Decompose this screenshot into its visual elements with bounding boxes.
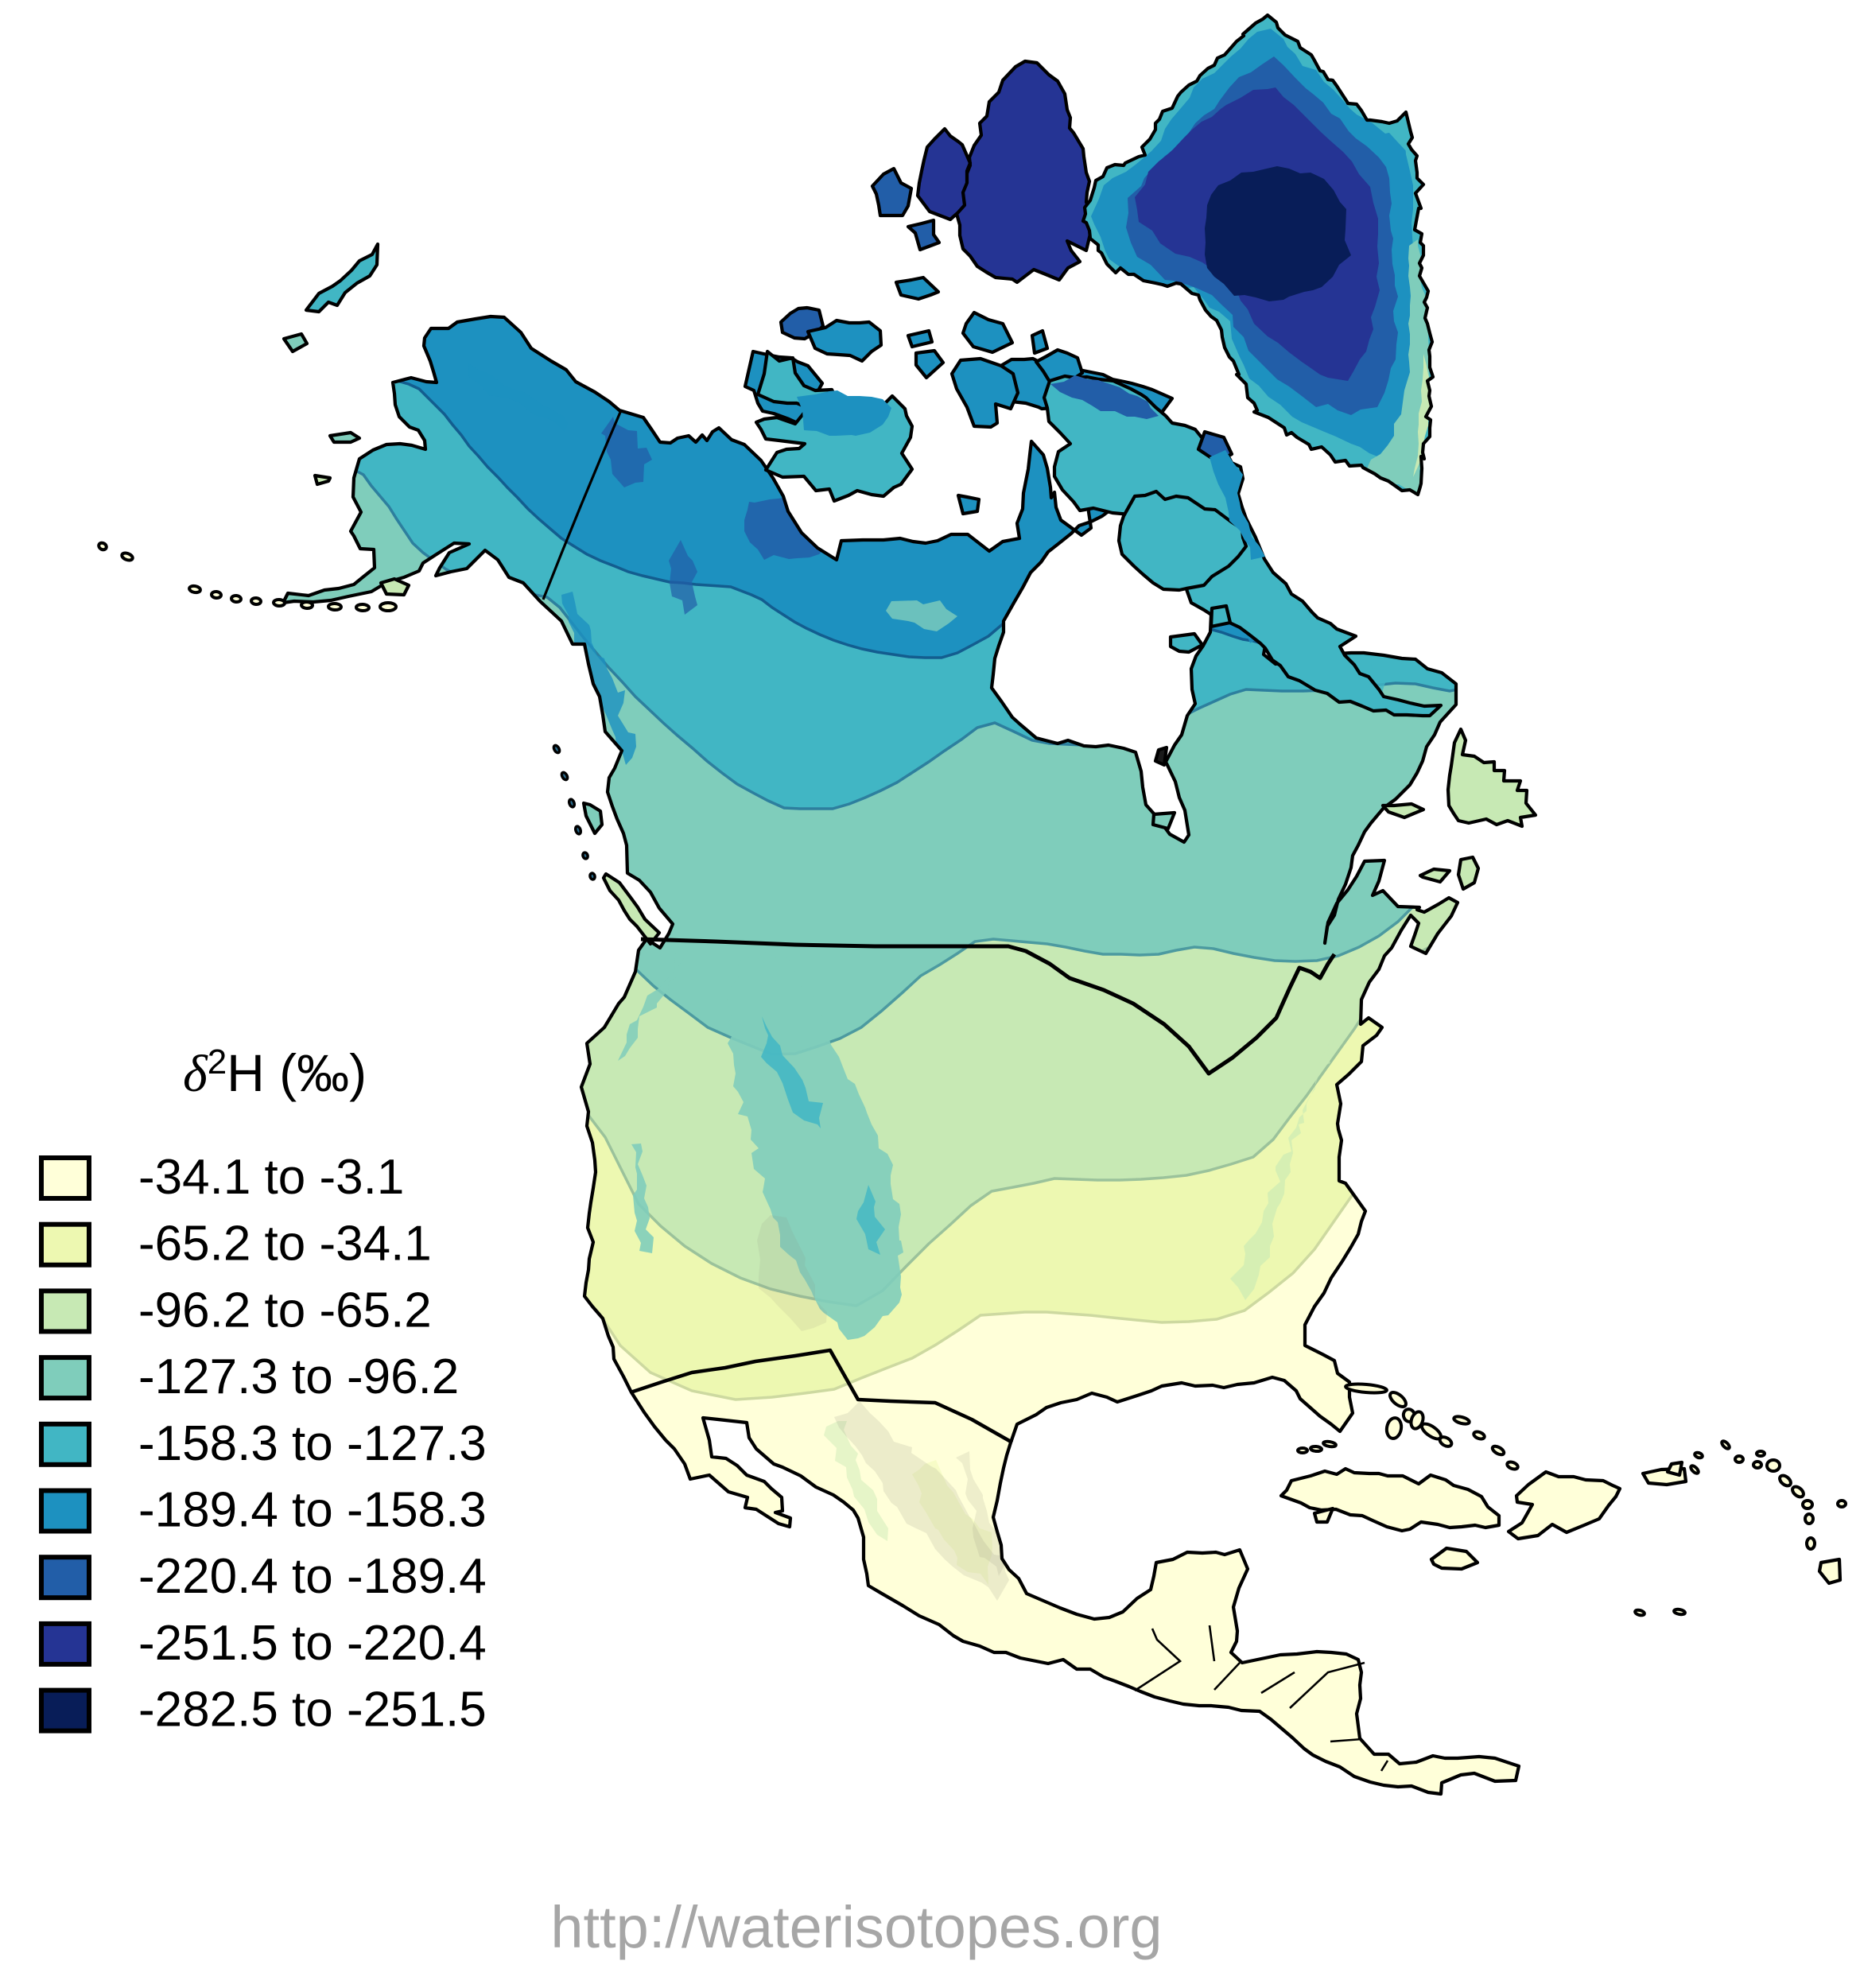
svg-text:-220.4 to -189.4: -220.4 to -189.4 — [138, 1549, 487, 1604]
svg-text:δ2H (‰): δ2H (‰) — [183, 1043, 367, 1103]
svg-text:-189.4 to -158.3: -189.4 to -158.3 — [138, 1483, 487, 1538]
svg-text:-127.3 to -96.2: -127.3 to -96.2 — [138, 1349, 459, 1404]
svg-text:-34.1 to -3.1: -34.1 to -3.1 — [138, 1150, 404, 1205]
svg-text:-96.2 to -65.2: -96.2 to -65.2 — [138, 1283, 432, 1338]
svg-text:-282.5 to -251.5: -282.5 to -251.5 — [138, 1683, 487, 1738]
svg-text:-65.2 to -34.1: -65.2 to -34.1 — [138, 1217, 432, 1272]
svg-text:-158.3 to -127.3: -158.3 to -127.3 — [138, 1416, 487, 1471]
svg-text:http://waterisotopes.org: http://waterisotopes.org — [550, 1894, 1162, 1960]
svg-text:-251.5 to -220.4: -251.5 to -220.4 — [138, 1616, 487, 1671]
